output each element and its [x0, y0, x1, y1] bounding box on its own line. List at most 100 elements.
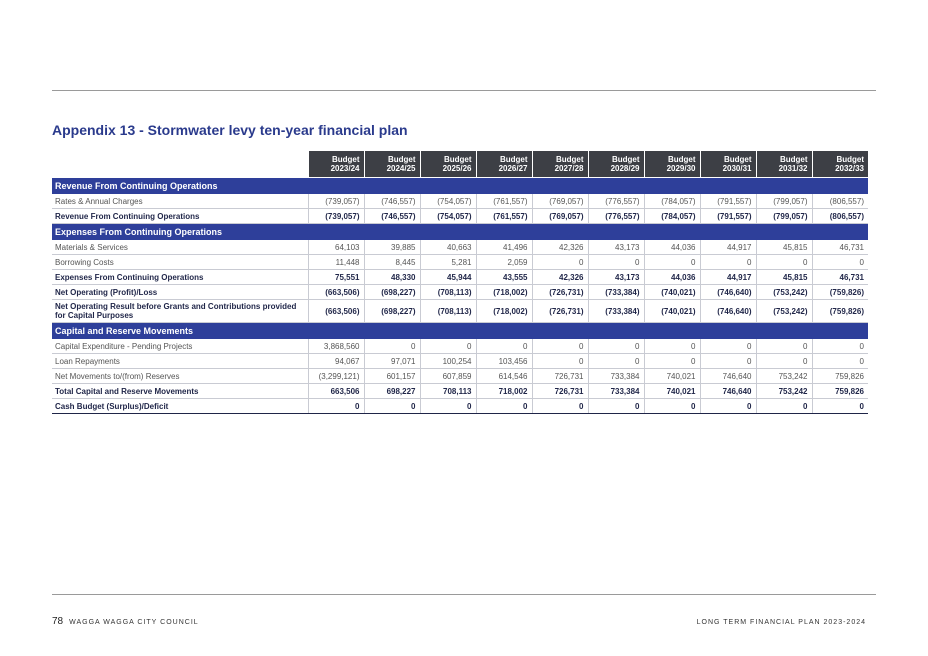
table-cell: 43,555	[475, 269, 532, 285]
table-cell: 8,445	[363, 254, 420, 270]
table-cell: 0	[531, 254, 588, 270]
row-label: Capital Expenditure - Pending Projects	[52, 339, 308, 354]
section-heading-row: Revenue From Continuing Operations	[52, 177, 868, 194]
table-cell: 2,059	[475, 254, 532, 270]
table-cell: 46,731	[811, 269, 868, 285]
table-cell: (726,731)	[531, 299, 588, 323]
column-header-year: 2029/30	[666, 164, 696, 173]
table-row: Borrowing Costs 11,448 8,445 5,281 2,059 0 0 0 0…	[52, 254, 868, 270]
row-label: Net Operating Result before Grants and C…	[52, 299, 308, 323]
table-cell: (746,557)	[363, 208, 420, 224]
table-row: Total Capital and Reserve Movements 663,5…	[52, 383, 868, 399]
table-cell: 746,640	[699, 383, 756, 399]
table-cell: 0	[755, 353, 812, 369]
column-header-label: Budget	[499, 155, 528, 164]
table-cell: 663,506	[307, 383, 364, 399]
table-cell: 0	[811, 398, 868, 414]
table-row: Net Operating Result before Grants and C…	[52, 299, 868, 323]
table-cell: 0	[587, 353, 644, 369]
table-row: Materials & Services 64,103 39,885 40,663 41…	[52, 240, 868, 255]
row-label: Revenue From Continuing Operations	[52, 208, 308, 224]
table-cell: (791,557)	[699, 194, 756, 209]
table-cell: 753,242	[755, 368, 812, 384]
column-header: Budget 2026/27	[475, 151, 532, 178]
table-cell: (698,227)	[363, 299, 420, 323]
table-cell: (759,826)	[811, 284, 868, 300]
table-cell: 44,036	[643, 240, 700, 255]
table-cell: 0	[699, 398, 756, 414]
column-header-year: 2024/25	[386, 164, 416, 173]
table-row: Rates & Annual Charges (739,057) (746,557)…	[52, 194, 868, 209]
table-cell: 11,448	[307, 254, 364, 270]
header-blank	[52, 151, 308, 178]
column-header-label: Budget	[387, 155, 416, 164]
table-cell: (806,557)	[811, 194, 868, 209]
table-cell: 0	[755, 339, 812, 354]
table-cell: 0	[363, 339, 420, 354]
table-cell: 759,826	[811, 368, 868, 384]
section-heading: Revenue From Continuing Operations	[52, 177, 868, 194]
table-cell: 726,731	[531, 368, 588, 384]
table-cell: (740,021)	[643, 284, 700, 300]
column-header: Budget 2029/30	[643, 151, 700, 178]
table-cell: 3,868,560	[307, 339, 364, 354]
column-header-label: Budget	[779, 155, 808, 164]
table-row: Net Movements to/(from) Reserves (3,299,1…	[52, 368, 868, 384]
row-label: Net Operating (Profit)/Loss	[52, 284, 308, 300]
table-cell: (733,384)	[587, 284, 644, 300]
table-cell: (776,557)	[587, 194, 644, 209]
table-row: Capital Expenditure - Pending Projects 3,…	[52, 339, 868, 354]
table-cell: 0	[755, 254, 812, 270]
table-row: Cash Budget (Surplus)/Deficit 0 0 0 0 0 0 0 0 0 0	[52, 398, 868, 414]
table-cell: 46,731	[811, 240, 868, 255]
table-cell: 43,173	[587, 269, 644, 285]
table-cell: 0	[643, 339, 700, 354]
table-cell: 0	[531, 353, 588, 369]
table-cell: 607,859	[419, 368, 476, 384]
table-cell: 0	[419, 398, 476, 414]
row-label: Total Capital and Reserve Movements	[52, 383, 308, 399]
table-cell: (746,640)	[699, 284, 756, 300]
table-cell: 97,071	[363, 353, 420, 369]
table-cell: (784,057)	[643, 194, 700, 209]
top-rule	[52, 90, 876, 91]
table-cell: (739,057)	[307, 208, 364, 224]
table-cell: (769,057)	[531, 208, 588, 224]
table-cell: (740,021)	[643, 299, 700, 323]
column-header: Budget 2023/24	[307, 151, 364, 178]
table-cell: 42,326	[531, 269, 588, 285]
column-header: Budget 2025/26	[419, 151, 476, 178]
financial-table: Budget 2023/24 Budget 2024/25 Budget 2025/26 B…	[52, 151, 868, 414]
table-cell: (776,557)	[587, 208, 644, 224]
table-cell: (663,506)	[307, 284, 364, 300]
table-cell: (663,506)	[307, 299, 364, 323]
table-cell: (769,057)	[531, 194, 588, 209]
table-cell: (708,113)	[419, 284, 476, 300]
table-cell: 42,326	[531, 240, 588, 255]
table-cell: 759,826	[811, 383, 868, 399]
column-header: Budget 2024/25	[363, 151, 420, 178]
table-cell: 0	[587, 398, 644, 414]
table-cell: 0	[419, 339, 476, 354]
column-header-year: 2027/28	[554, 164, 584, 173]
table-cell: (761,557)	[475, 194, 532, 209]
table-cell: 0	[475, 398, 532, 414]
table-cell: 740,021	[643, 383, 700, 399]
table-cell: 0	[811, 339, 868, 354]
table-cell: 0	[643, 353, 700, 369]
table-cell: 44,036	[643, 269, 700, 285]
table-cell: 0	[643, 398, 700, 414]
row-label: Loan Repayments	[52, 353, 308, 369]
table-cell: 0	[587, 339, 644, 354]
footer-document-name: LONG TERM FINANCIAL PLAN 2023-2024	[696, 619, 866, 626]
table-cell: 0	[531, 339, 588, 354]
table-cell: (791,557)	[699, 208, 756, 224]
table-cell: 614,546	[475, 368, 532, 384]
column-header-label: Budget	[723, 155, 752, 164]
table-cell: 0	[811, 353, 868, 369]
table-cell: 718,002	[475, 383, 532, 399]
column-header: Budget 2030/31	[699, 151, 756, 178]
table-cell: 753,242	[755, 383, 812, 399]
table-cell: 708,113	[419, 383, 476, 399]
column-header-label: Budget	[331, 155, 360, 164]
